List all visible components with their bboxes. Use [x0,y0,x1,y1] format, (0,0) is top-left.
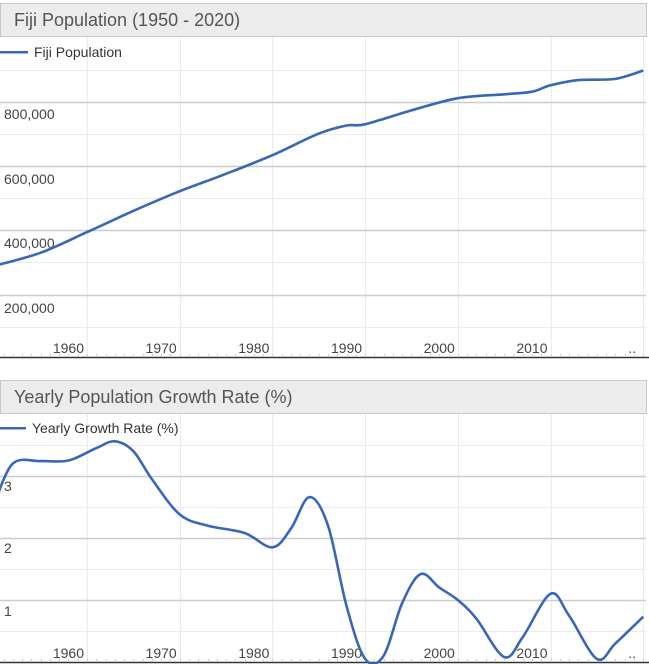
x-tick-label: .. [628,645,636,661]
data-point [549,83,553,87]
data-point [382,654,386,658]
data-point [206,524,210,528]
x-tick-label: 1960 [53,340,84,356]
x-tick-label: 1960 [53,645,84,661]
x-tick-label: 2000 [424,645,455,661]
growth-chart: 1 2 3 1960 1970 1980 1990 2000 2010 .. Yearly Grow… [0,414,649,664]
series-line [0,69,644,266]
data-point [178,512,182,516]
data-point [641,69,645,73]
data-point [419,572,423,576]
x-tick-label: .. [628,340,636,356]
series-line [0,439,645,664]
x-tick-label: 1990 [331,645,362,661]
legend-swatch [0,51,28,54]
population-chart-panel: 200,000 400,000 600,000 800,000 1960 1970 1980… [0,3,649,359]
data-point [67,459,71,463]
data-point [85,230,89,234]
data-point [326,524,330,528]
data-point [270,545,274,549]
data-point [94,446,98,450]
x-tick-label: 1980 [238,340,269,356]
data-point [224,172,228,176]
data-point [39,251,43,255]
data-point [308,495,312,499]
x-tick-label: 2000 [424,340,455,356]
data-point [178,189,182,193]
data-point [150,477,154,481]
population-chart: 200,000 400,000 600,000 800,000 1960 1970 1980… [0,37,649,359]
y-tick-label: 600,000 [4,171,55,187]
x-tick-label: 1970 [146,340,177,356]
data-point [317,132,321,136]
data-point [502,92,506,96]
x-tick-label: 2010 [516,340,547,356]
data-point [131,449,135,453]
data-point [456,96,460,100]
y-tick-label: 1 [4,603,12,619]
data-point [474,617,478,621]
data-point [549,592,553,596]
data-point [613,77,617,81]
data-point [270,153,274,157]
data-point [530,90,534,94]
data-point [641,615,645,619]
data-point [613,641,617,645]
population-chart-title: Fiji Population (1950 - 2020) [0,3,647,37]
data-point [437,586,441,590]
data-point [131,209,135,213]
data-point [409,108,413,112]
data-point [502,655,506,659]
data-point [567,614,571,618]
data-point [595,657,599,661]
y-tick-label: 2 [4,540,12,556]
data-point [363,122,367,126]
data-point [39,459,43,463]
legend-label: Yearly Growth Rate (%) [32,420,179,436]
y-tick-label: 800,000 [4,106,55,122]
legend-label: Fiji Population [34,44,122,60]
y-tick-label: 200,000 [4,300,55,316]
growth-chart-panel: 1 2 3 1960 1970 1980 1990 2000 2010.. Yearly Grow… [0,378,649,664]
data-point [400,601,404,605]
data-point [363,657,367,661]
x-tick-label: 2010 [516,645,547,661]
data-point [576,78,580,82]
x-tick-label: 1970 [146,645,177,661]
data-point [345,604,349,608]
legend-swatch [0,427,26,430]
data-point [456,598,460,602]
y-tick-label: 400,000 [4,235,55,251]
data-point [243,531,247,535]
x-tick-label: 1990 [331,340,362,356]
data-point [521,635,525,639]
data-point [113,439,117,443]
x-tick-label: 1980 [238,645,269,661]
y-tick-label: 3 [4,478,12,494]
data-point [345,124,349,128]
data-point [289,527,293,531]
growth-chart-title: Yearly Population Growth Rate (%) [0,380,647,414]
data-point [11,462,15,466]
